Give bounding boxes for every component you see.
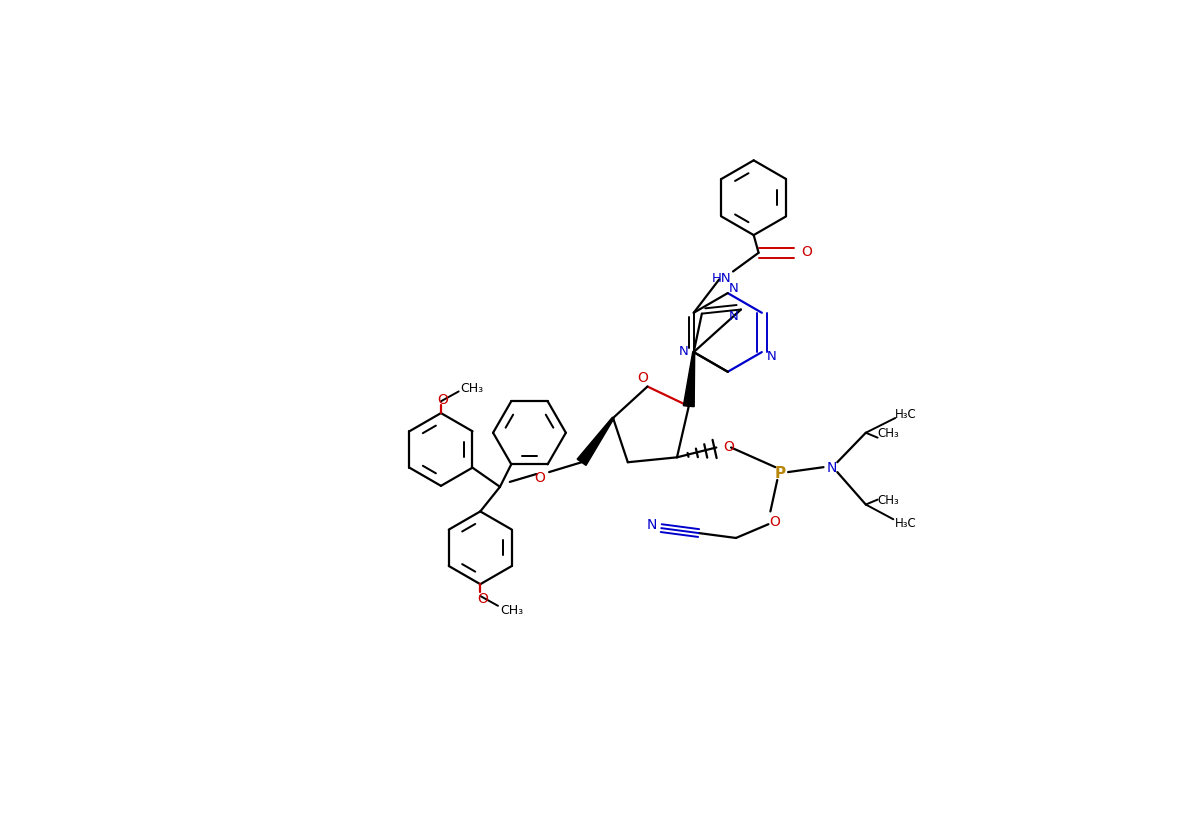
Text: N: N xyxy=(766,349,777,362)
Text: O: O xyxy=(769,515,779,528)
Text: CH₃: CH₃ xyxy=(877,426,900,440)
Polygon shape xyxy=(683,353,695,407)
Text: CH₃: CH₃ xyxy=(461,381,484,395)
Text: CH₃: CH₃ xyxy=(877,493,900,507)
Text: N: N xyxy=(679,344,689,357)
Text: O: O xyxy=(438,393,449,407)
Text: N: N xyxy=(728,309,738,323)
Text: O: O xyxy=(724,439,734,453)
Polygon shape xyxy=(577,418,614,466)
Text: P: P xyxy=(775,465,785,480)
Text: N: N xyxy=(646,517,657,532)
Text: N: N xyxy=(826,461,837,475)
Text: CH₃: CH₃ xyxy=(500,604,524,616)
Text: HN: HN xyxy=(712,272,731,284)
Text: O: O xyxy=(637,370,649,385)
Text: H₃C: H₃C xyxy=(895,516,917,529)
Text: O: O xyxy=(534,471,545,484)
Text: H₃C: H₃C xyxy=(895,407,917,420)
Text: O: O xyxy=(477,591,488,605)
Text: O: O xyxy=(801,244,813,258)
Text: N: N xyxy=(728,282,739,294)
